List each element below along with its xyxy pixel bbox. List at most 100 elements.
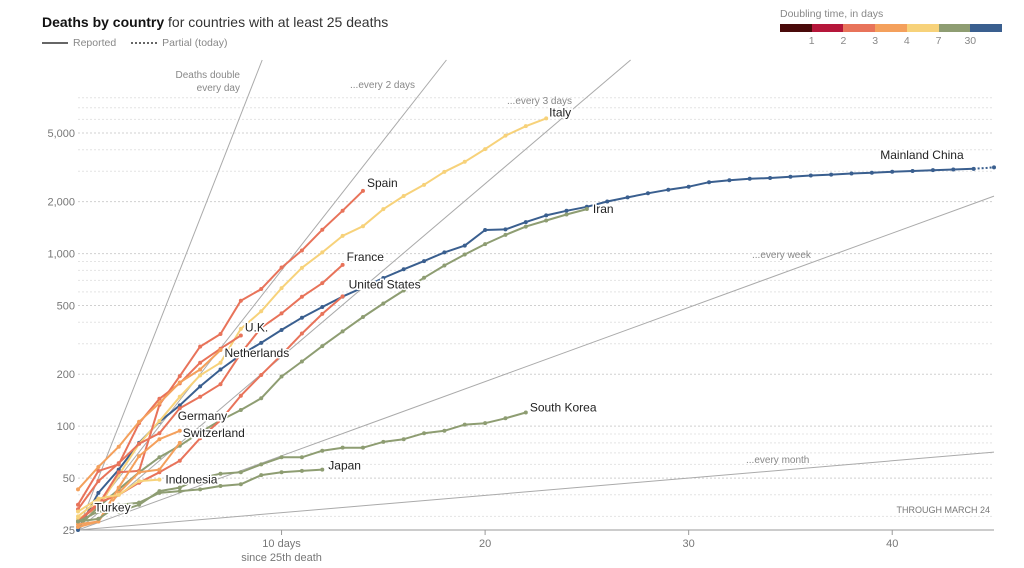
data-point [157,490,162,495]
data-point [360,315,365,320]
data-point [360,188,365,193]
data-point [462,243,467,248]
data-point [177,394,182,399]
data-point [544,218,549,223]
data-point [177,406,182,411]
y-tick-label: 500 [57,301,75,313]
y-tick-label: 100 [57,421,75,433]
data-point [320,305,325,310]
data-point [218,418,223,423]
data-point [157,396,162,401]
data-point [381,439,386,444]
data-point [116,444,121,449]
data-point [177,440,182,445]
series-u-k-: U.K.U.K. [76,319,270,507]
chart-title-bold: Deaths by country [42,14,165,30]
data-point [401,267,406,272]
data-point [116,462,121,467]
data-point [381,276,386,281]
series-label-halo: Switzerland [183,426,245,440]
x-tick-label: 10 days [262,538,301,550]
data-point [177,403,182,408]
legend-partial-label: Partial (today) [162,37,228,49]
scale-label-3: 3 [872,35,879,47]
series-label: Italy [549,105,571,119]
data-point [259,340,264,345]
data-point [340,262,345,267]
doubling-time-scale: Doubling time, in days 1 2 3 4 7 30 [780,8,1003,49]
data-point [259,309,264,314]
data-point [198,344,203,349]
data-point [320,467,325,472]
line-style-legend: Reported Partial (today) [42,37,227,49]
data-point [76,525,80,530]
data-point [483,147,488,152]
data-point [198,430,203,435]
data-point [259,325,264,330]
through-date-annotation: THROUGH MARCH 24 [896,505,990,515]
data-point [299,265,304,270]
series-label-halo: Iran [593,202,614,216]
chart-subtitle: for countries with at least 25 deaths [164,14,389,30]
scale-swatch-5 [938,24,971,32]
doubling-line-1-days [77,59,263,531]
series-label: Spain [367,176,398,190]
data-point [910,168,915,173]
chart-title: Deaths by country for countries with at … [42,14,388,30]
data-point [279,286,284,291]
data-point [259,462,264,467]
series-label-halo: Italy [549,105,571,119]
data-point [137,419,142,424]
data-point [218,471,223,476]
data-point [137,441,142,446]
data-point [422,182,427,187]
data-point [238,482,243,487]
data-point [422,275,427,280]
grid-lines: 25 50 100 200 500 1,000 2,000 5,000 10 days since… [47,97,994,564]
series-line [77,499,100,518]
data-point [320,227,325,232]
data-point [299,468,304,473]
data-point [360,445,365,450]
data-point [279,470,284,475]
data-point [279,265,284,270]
data-point [727,178,732,183]
data-point [299,359,304,364]
data-point [116,492,121,497]
data-point [707,180,712,185]
data-point [360,285,365,290]
data-point [157,455,162,460]
data-point [218,331,223,336]
data-point [177,428,182,433]
data-point [686,184,691,189]
scale-swatch-6 [970,24,1003,32]
series-label: Indonesia [165,473,217,487]
data-point [96,509,101,514]
series-label: Germany [178,409,227,423]
series-label-halo: Turkey [94,501,130,515]
data-point [320,311,325,316]
data-point [992,165,996,170]
series-line [77,117,547,520]
scale-label-2: 2 [840,35,847,47]
data-point [401,288,406,293]
data-point [177,458,182,463]
data-point [157,419,162,424]
data-point [564,208,569,213]
data-point [462,422,467,427]
data-point [96,479,101,484]
data-point [279,455,284,460]
data-point [279,352,284,357]
doubling-reference-lines: Deaths double every day ...every 2 days...… [77,59,995,531]
data-point [116,502,121,507]
data-point [503,232,508,237]
series-label-halo: Japan [328,459,361,473]
data-point [198,436,203,441]
doubling-scale-title: Doubling time, in days [780,8,884,20]
data-point [218,348,223,353]
